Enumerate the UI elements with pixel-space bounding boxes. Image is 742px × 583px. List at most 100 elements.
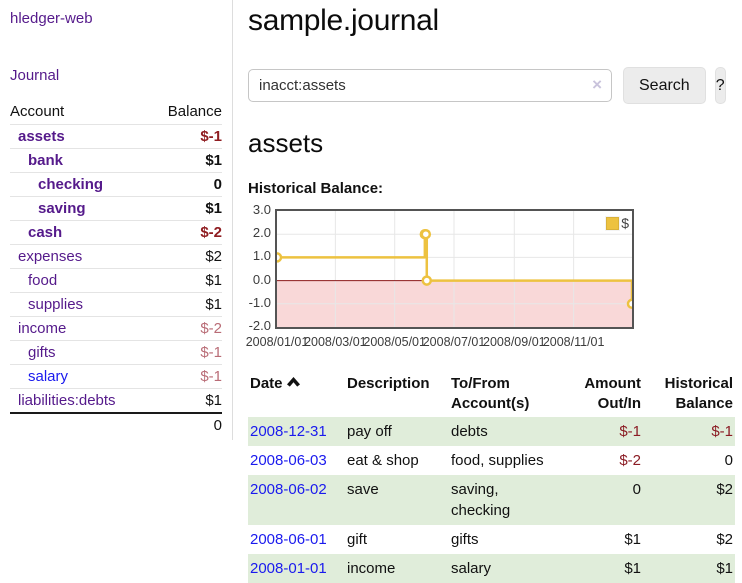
balance-column-header: Historical Balance (664, 375, 733, 413)
transaction-amount: $-2 (619, 451, 641, 469)
transaction-amount: $1 (624, 530, 641, 548)
accounts-total-value: 0 (150, 412, 222, 437)
register-account-heading: assets (248, 128, 324, 158)
transaction-description: save (345, 474, 449, 525)
chart-canvas (277, 211, 632, 327)
account-row-salary: salary $-1 (10, 364, 222, 389)
account-link-salary[interactable]: salary (28, 368, 69, 385)
account-balance: $1 (150, 196, 222, 221)
app-brand-link[interactable]: hledger-web (10, 10, 93, 27)
account-row-gifts: gifts $-1 (10, 340, 222, 365)
account-link-gifts[interactable]: gifts (28, 344, 56, 361)
transaction-accounts: salary (449, 553, 567, 583)
transaction-amount: $1 (567, 553, 643, 583)
accounts-balance-table: Account Balance assets $-1 bank $1 check… (10, 100, 222, 437)
accounts-total-row: 0 (10, 412, 222, 437)
y-axis-tick-label: 1.0 (252, 248, 271, 264)
account-link-checking[interactable]: checking (38, 176, 104, 193)
balance-column-header: Balance (167, 103, 222, 120)
account-link-supplies[interactable]: supplies (28, 296, 84, 313)
account-balance: $1 (150, 268, 222, 293)
y-axis-tick-label: -1.0 (248, 294, 271, 310)
account-link-food[interactable]: food (28, 272, 58, 289)
historical-balance-chart: $ 3.0 2.0 1.0 0.0 -1.0 -2.0 2008/01/01 2008/03/… (245, 202, 719, 350)
search-input[interactable] (248, 69, 612, 102)
account-balance: $-1 (150, 340, 222, 365)
accounts-table-header: Account Balance (10, 100, 222, 125)
transaction-row: 2008-12-31 pay off debts $-1 $-1 (248, 416, 735, 446)
transaction-date-link[interactable]: 2008-06-02 (250, 480, 327, 498)
account-column-header: Account (10, 103, 65, 120)
account-balance: $1 (150, 292, 222, 317)
transaction-balance: 0 (724, 451, 733, 469)
transaction-balance: $2 (643, 474, 735, 525)
account-link-bank[interactable]: bank (28, 152, 64, 169)
transaction-row: 2008-06-03 eat & shop food, supplies $-2… (248, 446, 735, 475)
sort-ascending-icon (286, 377, 300, 387)
y-axis-tick-label: 0.0 (252, 271, 271, 287)
account-balance: $1 (150, 388, 222, 413)
transaction-description: income (345, 553, 449, 583)
x-axis-tick-label: 2008/01/01 (245, 335, 309, 349)
account-row-assets: assets $-1 (10, 124, 222, 149)
transaction-row: 2008-06-01 gift gifts $1 $2 (248, 525, 735, 554)
transaction-amount: 0 (567, 474, 643, 525)
account-balance: $-2 (150, 220, 222, 245)
account-row-food: food $1 (10, 268, 222, 293)
transaction-date-link[interactable]: 2008-06-03 (250, 451, 327, 469)
clear-search-icon[interactable]: × (592, 75, 602, 94)
x-axis-tick-label: 2008/09/01 (483, 335, 546, 349)
account-balance: 0 (150, 172, 222, 197)
account-link-cash[interactable]: cash (28, 224, 63, 241)
register-table: Date Description To/From Account(s) Amou… (248, 372, 735, 583)
transaction-date-link[interactable]: 2008-01-01 (250, 559, 327, 577)
transaction-accounts: debts (449, 416, 567, 446)
main-content: sample.journal × Search ? assets Histori… (233, 0, 735, 583)
help-button[interactable]: ? (714, 67, 726, 104)
transaction-accounts: saving, checking (449, 474, 567, 525)
account-link-assets[interactable]: assets (18, 128, 65, 145)
register-header-row: Date Description To/From Account(s) Amou… (248, 372, 735, 417)
account-row-checking: checking 0 (10, 172, 222, 197)
account-row-bank: bank $1 (10, 148, 222, 173)
account-link-expenses[interactable]: expenses (18, 248, 83, 265)
legend-swatch-icon (605, 215, 621, 231)
transaction-description: gift (347, 530, 368, 548)
chart-plot-area: $ (275, 209, 634, 329)
account-row-liabilities-debts: liabilities:debts $1 (10, 388, 222, 413)
transaction-description: eat & shop (347, 451, 419, 469)
legend-series-label: $ (621, 215, 629, 231)
transaction-row: 2008-06-02 save saving, checking 0 $2 (248, 474, 735, 525)
sidebar-item-journal[interactable]: Journal (10, 67, 60, 84)
transaction-date-link[interactable]: 2008-06-01 (250, 530, 327, 548)
y-axis-tick-label: -2.0 (248, 318, 271, 333)
y-axis-tick-label: 3.0 (252, 202, 271, 217)
transaction-balance: $1 (643, 553, 735, 583)
accounts-column-header: To/From Account(s) (451, 375, 530, 413)
date-column-header[interactable]: Date (248, 372, 345, 417)
account-balance: $-1 (150, 124, 222, 149)
account-row-saving: saving $1 (10, 196, 222, 221)
transaction-accounts: gifts (451, 530, 479, 548)
x-axis-tick-label: 2008/03/01 (304, 335, 367, 349)
transaction-date-link[interactable]: 2008-12-31 (250, 422, 327, 440)
search-button[interactable]: Search (623, 67, 706, 104)
transaction-balance: $-1 (643, 416, 735, 446)
page-title: sample.journal (248, 4, 439, 37)
chart-title: Historical Balance: (248, 180, 384, 197)
transaction-amount: $-1 (567, 416, 643, 446)
account-link-saving[interactable]: saving (38, 200, 86, 217)
account-balance: $-2 (150, 316, 222, 341)
account-row-supplies: supplies $1 (10, 292, 222, 317)
transaction-accounts: food, supplies (451, 451, 544, 469)
sidebar: hledger-web Journal Account Balance asse… (0, 0, 233, 440)
y-axis-tick-label: 2.0 (252, 225, 271, 241)
account-link-income[interactable]: income (18, 320, 67, 337)
description-column-header: Description (347, 375, 430, 392)
amount-column-header: Amount Out/In (584, 375, 641, 413)
transaction-balance: $2 (716, 530, 733, 548)
account-link-liabilities-debts[interactable]: liabilities:debts (18, 392, 116, 409)
x-axis-tick-label: 2008/07/01 (422, 335, 486, 349)
search-bar: × Search ? (248, 67, 726, 104)
